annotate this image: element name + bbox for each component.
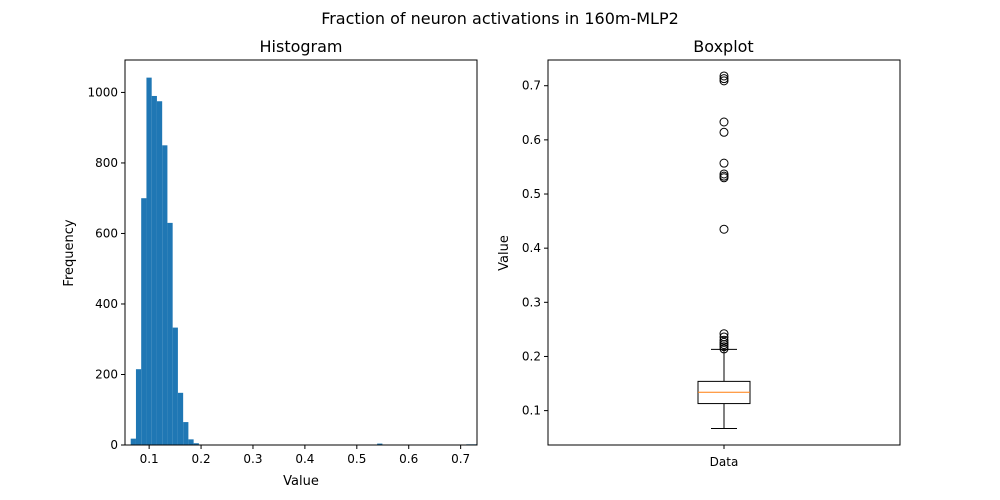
histogram-x-label: Value bbox=[283, 474, 319, 489]
histogram-bar bbox=[130, 438, 136, 445]
boxplot-outlier bbox=[719, 224, 729, 234]
boxplot-y-label: Value bbox=[497, 235, 512, 271]
histogram-y-ticks: 0 200 400 600 800 1000 bbox=[87, 85, 125, 452]
boxplot-y-tick-label: 0.2 bbox=[522, 349, 541, 363]
boxplot-x-tick-label: Data bbox=[710, 455, 739, 469]
boxplot-outlier bbox=[719, 344, 729, 354]
histogram-frame bbox=[124, 59, 478, 446]
histogram-y-tick-label: 200 bbox=[95, 367, 118, 381]
boxplot-outlier bbox=[719, 171, 729, 181]
histogram-bar bbox=[162, 145, 168, 446]
histogram-bar bbox=[146, 77, 152, 445]
boxplot-outlier bbox=[719, 76, 729, 86]
boxplot-y-tick-label: 0.4 bbox=[522, 241, 541, 255]
figure-suptitle: Fraction of neuron activations in 160m-M… bbox=[321, 9, 679, 28]
histogram-y-label: Frequency bbox=[62, 219, 77, 286]
boxplot-panel: Boxplot 0.1 0.2 0.3 0.4 0.5 0.6 0.7 Data Value bbox=[497, 37, 901, 469]
histogram-bar bbox=[167, 222, 173, 445]
boxplot-outlier bbox=[719, 169, 729, 179]
boxplot-outlier bbox=[719, 329, 729, 339]
boxplot-y-tick-label: 0.5 bbox=[522, 187, 541, 201]
histogram-bar bbox=[193, 443, 199, 445]
boxplot-y-tick-label: 0.1 bbox=[522, 404, 541, 418]
histogram-bar bbox=[156, 101, 163, 445]
histogram-bar bbox=[177, 392, 184, 445]
boxplot-x-ticks: Data bbox=[710, 445, 739, 469]
histogram-y-tick-label: 600 bbox=[95, 226, 118, 240]
histogram-x-tick-label: 0.4 bbox=[295, 452, 314, 466]
boxplot-outlier bbox=[719, 342, 729, 352]
boxplot-outlier bbox=[719, 335, 729, 345]
histogram-y-tick-label: 1000 bbox=[87, 85, 118, 99]
histogram-x-tick-label: 0.3 bbox=[243, 452, 262, 466]
boxplot-outlier bbox=[719, 71, 729, 81]
histogram-title: Histogram bbox=[260, 37, 343, 56]
histogram-x-tick-label: 0.1 bbox=[140, 452, 159, 466]
boxplot-outlier bbox=[719, 337, 729, 347]
boxplot-y-tick-label: 0.3 bbox=[522, 295, 541, 309]
histogram-bar bbox=[151, 95, 157, 445]
boxplot-y-tick-label: 0.7 bbox=[522, 79, 541, 93]
histogram-x-ticks: 0.1 0.2 0.3 0.4 0.5 0.6 0.7 bbox=[140, 445, 470, 466]
histogram-y-tick-label: 0 bbox=[110, 438, 118, 452]
boxplot-outlier bbox=[719, 158, 729, 168]
histogram-y-tick-label: 400 bbox=[95, 297, 118, 311]
histogram-bar bbox=[377, 443, 383, 445]
histogram-bar bbox=[141, 198, 147, 445]
histogram-x-tick-label: 0.5 bbox=[347, 452, 366, 466]
histogram-bar bbox=[183, 422, 189, 445]
boxplot-title: Boxplot bbox=[693, 37, 753, 56]
histogram-bar bbox=[188, 439, 194, 445]
boxplot-y-ticks: 0.1 0.2 0.3 0.4 0.5 0.6 0.7 bbox=[522, 79, 548, 418]
boxplot-outlier bbox=[719, 74, 729, 84]
histogram-bars bbox=[130, 77, 477, 446]
boxplot-outlier bbox=[719, 117, 729, 127]
histogram-x-tick-label: 0.6 bbox=[399, 452, 418, 466]
histogram-x-tick-label: 0.7 bbox=[451, 452, 470, 466]
boxplot-outlier bbox=[719, 332, 729, 342]
histogram-x-tick-label: 0.2 bbox=[192, 452, 211, 466]
boxplot-marks bbox=[697, 71, 751, 429]
boxplot-y-tick-label: 0.6 bbox=[522, 133, 541, 147]
histogram-panel: Histogram 0.1 0.2 0.3 0.4 0.5 0.6 0.7 0 200 400 6… bbox=[62, 37, 478, 489]
boxplot-frame bbox=[547, 59, 901, 446]
histogram-bar bbox=[135, 369, 142, 445]
histogram-y-tick-label: 800 bbox=[95, 156, 118, 170]
boxplot-outlier bbox=[719, 127, 729, 137]
histogram-bar bbox=[172, 327, 178, 445]
